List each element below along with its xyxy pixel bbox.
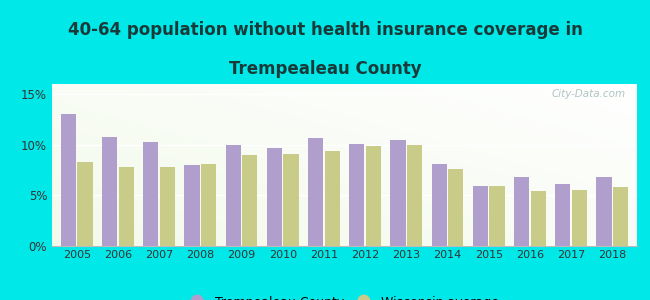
Bar bbox=[185, 165, 200, 246]
Bar bbox=[514, 177, 529, 246]
Bar bbox=[160, 167, 175, 246]
Bar bbox=[308, 138, 323, 246]
Bar bbox=[432, 164, 447, 246]
Bar bbox=[201, 164, 216, 246]
Bar bbox=[267, 148, 282, 246]
Bar bbox=[530, 191, 546, 246]
Bar bbox=[473, 186, 488, 246]
Bar bbox=[572, 190, 587, 246]
Bar bbox=[242, 155, 257, 246]
Bar bbox=[226, 145, 241, 246]
Text: 40-64 population without health insurance coverage in: 40-64 population without health insuranc… bbox=[68, 21, 582, 39]
Bar bbox=[366, 146, 381, 246]
Bar bbox=[349, 144, 365, 246]
Legend: Trempealeau County, Wisconsin average: Trempealeau County, Wisconsin average bbox=[185, 291, 504, 300]
Bar bbox=[118, 167, 134, 246]
Bar bbox=[391, 140, 406, 246]
Bar bbox=[143, 142, 159, 246]
Bar bbox=[77, 162, 92, 246]
Bar bbox=[555, 184, 571, 246]
Text: Trempealeau County: Trempealeau County bbox=[229, 60, 421, 78]
Bar bbox=[407, 145, 422, 246]
Bar bbox=[283, 154, 298, 246]
Bar bbox=[597, 177, 612, 246]
Text: City-Data.com: City-Data.com bbox=[551, 89, 625, 99]
Bar bbox=[448, 169, 463, 246]
Bar bbox=[324, 151, 340, 246]
Bar bbox=[489, 186, 504, 246]
Bar bbox=[613, 187, 628, 246]
Bar bbox=[102, 136, 117, 246]
Bar bbox=[61, 114, 76, 246]
